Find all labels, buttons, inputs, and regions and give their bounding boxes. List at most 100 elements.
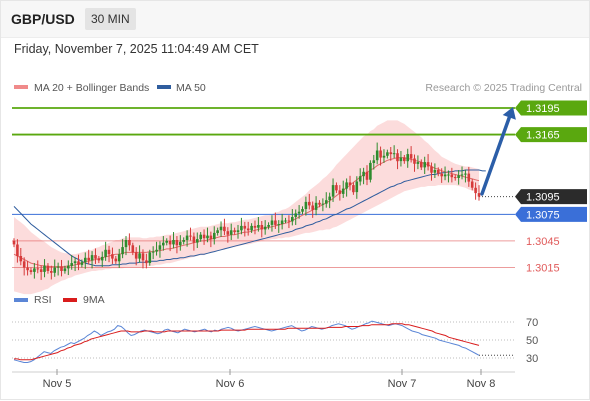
candle [423,156,426,175]
candle [56,262,60,276]
candle [460,166,464,180]
candle [155,241,158,256]
candle [128,233,131,251]
candle [151,246,155,260]
candle [185,230,189,247]
candle-body [226,231,230,235]
forecast-arrow-head [502,107,516,120]
candle [141,249,145,269]
candle [246,221,250,236]
candle-body [94,255,97,259]
candle-body [399,157,403,162]
candle [352,182,355,195]
candle-body [219,226,223,231]
candle-body [16,244,19,256]
candle [145,253,148,269]
candle [36,260,40,274]
price-tag-box [515,100,587,116]
candle-body [267,225,270,227]
candle-body [287,220,291,222]
candle-body [63,268,67,272]
candle-body [128,240,131,246]
price-label-1.3045: 1.3045 [526,236,560,248]
legend: MA 20 + Bollinger Bands MA 50 Research ©… [14,82,582,94]
candle-body [450,174,454,178]
candle-body [182,240,185,242]
candle [294,209,297,225]
candle [158,241,162,258]
bollinger-bands [14,120,479,295]
candle [396,149,399,170]
candle [450,167,454,183]
candle [365,165,369,186]
candle [437,167,440,177]
candle-body [121,247,124,255]
candle-body [457,175,460,178]
ma50-series [13,169,486,267]
candle-body [162,242,165,246]
candle [117,248,121,268]
candle [311,201,314,218]
candle [70,255,73,270]
candle-body [192,236,196,243]
candle-body [97,258,101,261]
candle [236,224,240,239]
candle [440,168,443,183]
candle-body [39,269,43,272]
candle [165,238,168,246]
candle-body [33,268,36,272]
candle [399,150,403,167]
candle [382,149,386,163]
candle [77,254,80,271]
candle [111,247,114,264]
candle-body [131,245,135,253]
candle [216,227,219,236]
candle-body [43,265,46,272]
ma50-legend-swatch [157,85,171,89]
rsi-legend-swatch [14,298,28,302]
candle [372,154,376,170]
rsi-tick-label: 50 [526,335,538,347]
candle [301,206,304,215]
candle-body [179,241,182,246]
candle [321,198,325,212]
candle-body [372,160,376,163]
timeframe-badge[interactable]: 30 MIN [85,8,136,30]
price-labels: 1.3195 1.3165 1.3095 1.3075 1.3045 1.3015 [515,100,587,275]
candle-body [433,170,437,173]
candle [287,215,291,229]
candle [192,232,196,251]
candle-body [369,162,372,180]
candle [328,192,331,209]
candle-body [148,252,152,263]
candle-body [352,185,355,193]
candle-body [470,181,474,188]
candle-body [257,225,260,228]
candle-body [141,253,145,261]
candle [453,174,457,181]
candle-body [423,162,426,168]
candle-body [213,232,216,240]
candle [291,209,294,226]
candle-body [46,265,50,271]
candle [138,245,141,263]
candle [182,237,185,245]
candle [267,222,270,230]
candle [274,212,277,229]
candle-body [138,253,141,259]
candle-body [274,220,277,225]
candle [19,248,23,266]
candle [206,227,209,243]
candle [253,220,257,235]
candle-body [453,177,457,179]
candle-body [362,171,365,177]
candle [277,220,280,233]
candle [67,260,70,276]
candle-body [185,235,189,240]
candle-body [396,153,399,162]
candle [433,163,437,179]
candle [416,155,420,170]
candle-body [297,211,301,214]
price-tag-text: 1.3095 [526,192,560,204]
